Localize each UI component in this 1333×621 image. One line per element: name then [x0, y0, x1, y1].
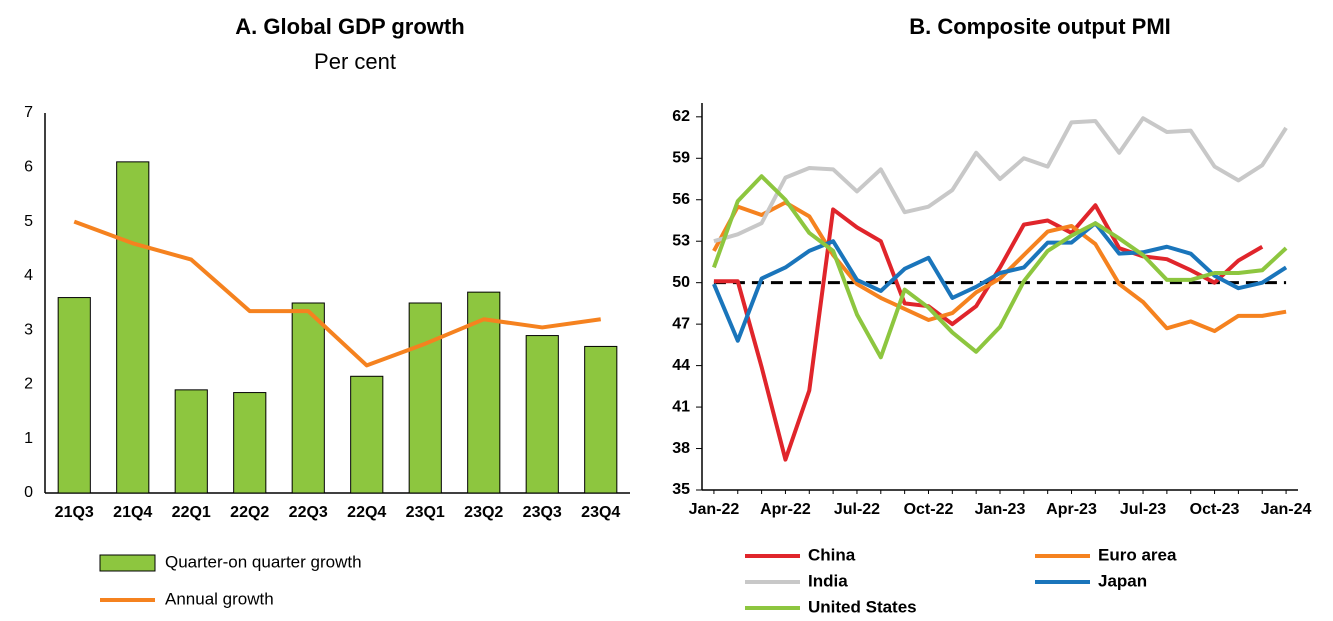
x-tick-label: Oct-22	[904, 501, 954, 518]
y-tick-label: 35	[672, 481, 690, 498]
y-tick-label: 50	[672, 274, 690, 291]
y-tick-label: 38	[672, 440, 690, 457]
x-tick-label: Jul-22	[834, 501, 880, 518]
bar	[584, 345, 618, 494]
x-tick-label: 21Q4	[113, 504, 152, 521]
series-line	[712, 200, 1287, 334]
x-tick-label: 21Q3	[55, 504, 94, 521]
y-tick-label: 44	[672, 357, 690, 374]
bar	[116, 161, 150, 494]
y-tick-label: 59	[672, 150, 690, 167]
series-line	[713, 116, 1288, 244]
y-tick-label: 7	[24, 104, 33, 121]
legend-label: Euro area	[1098, 545, 1177, 564]
y-tick-label: 3	[24, 321, 33, 338]
bar	[525, 335, 559, 494]
x-tick-label: 22Q1	[172, 504, 211, 521]
series-line	[712, 174, 1288, 360]
bar	[233, 392, 267, 494]
legend-label: Quarter-on quarter growth	[165, 552, 362, 571]
y-tick-label: 62	[672, 108, 690, 125]
bar	[174, 389, 208, 494]
chart-subtitle: Per cent	[314, 49, 396, 74]
bar	[408, 302, 442, 494]
x-tick-label: 22Q3	[289, 504, 328, 521]
y-tick-label: 1	[24, 430, 33, 447]
bar	[57, 297, 91, 494]
y-tick-label: 56	[672, 191, 690, 208]
x-tick-label: Jan-23	[975, 501, 1026, 518]
y-tick-label: 41	[672, 398, 690, 415]
x-tick-label: 23Q4	[581, 504, 620, 521]
x-tick-label: Apr-22	[760, 501, 811, 518]
y-tick-label: 2	[24, 376, 33, 393]
y-tick-label: 5	[24, 213, 33, 230]
x-tick-label: 22Q4	[347, 504, 386, 521]
legend-label: United States	[808, 597, 917, 616]
legend-label: Japan	[1098, 571, 1147, 590]
bar	[350, 375, 384, 494]
y-tick-label: 4	[24, 267, 33, 284]
y-tick-label: 47	[672, 315, 690, 332]
chart-title: A. Global GDP growth	[235, 14, 464, 39]
legend-label: India	[808, 571, 848, 590]
legend-label: China	[808, 545, 856, 564]
x-tick-label: 22Q2	[230, 504, 269, 521]
y-tick-label: 53	[672, 232, 690, 249]
x-tick-label: Jul-23	[1120, 501, 1166, 518]
bar	[291, 302, 325, 494]
legend-label: Annual growth	[165, 589, 274, 608]
legend-swatch	[99, 554, 156, 572]
series-line	[73, 219, 602, 368]
x-tick-label: Apr-23	[1046, 501, 1097, 518]
x-tick-label: Jan-22	[689, 501, 740, 518]
y-tick-label: 0	[24, 484, 33, 501]
x-tick-label: 23Q3	[523, 504, 562, 521]
x-tick-label: Jan-24	[1261, 501, 1312, 518]
y-tick-label: 6	[24, 159, 33, 176]
x-tick-label: 23Q2	[464, 504, 503, 521]
series-line	[712, 221, 1288, 343]
series-line	[713, 203, 1264, 462]
x-tick-label: 23Q1	[406, 504, 445, 521]
x-tick-label: Oct-23	[1190, 501, 1240, 518]
chart-title: B. Composite output PMI	[909, 14, 1171, 39]
